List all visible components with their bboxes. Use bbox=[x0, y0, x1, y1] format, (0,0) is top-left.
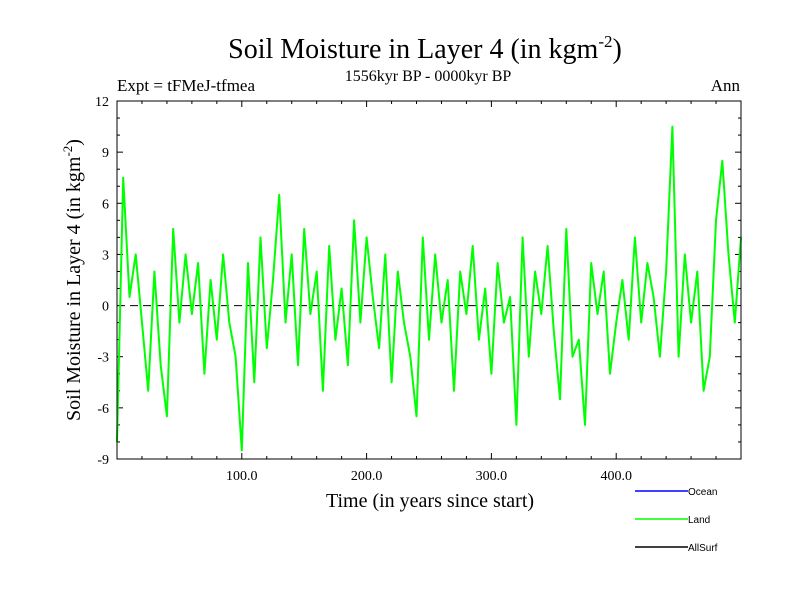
chart-title: Soil Moisture in Layer 4 (in kgm-2) bbox=[228, 32, 622, 65]
y-tick-label: -3 bbox=[97, 351, 109, 366]
x-tick-label: 400.0 bbox=[600, 469, 632, 484]
title-exponent: -2 bbox=[598, 32, 612, 51]
y-axis-label: Soil Moisture in Layer 4 (in kgm-2) bbox=[60, 139, 85, 421]
series-line-land bbox=[116, 125, 742, 452]
legend-label-land: Land bbox=[688, 515, 710, 526]
season-label: Ann bbox=[711, 76, 741, 95]
title-close: ) bbox=[613, 34, 622, 65]
y-tick-label: 9 bbox=[102, 146, 109, 161]
plot-frame bbox=[116, 100, 742, 460]
chart-subtitle: 1556kyr BP - 0000kyr BP bbox=[345, 68, 512, 85]
expt-label: Expt = tFMeJ-tfmea bbox=[117, 76, 255, 95]
ylabel-exponent: -2 bbox=[60, 146, 75, 157]
legend-label-allsurf: AllSurf bbox=[688, 543, 718, 554]
ylabel-close: ) bbox=[63, 139, 85, 146]
x-tick-label: 200.0 bbox=[351, 469, 383, 484]
y-tick-label: 6 bbox=[102, 197, 109, 212]
legend-label-ocean: Ocean bbox=[688, 487, 717, 498]
y-tick-label: 0 bbox=[102, 300, 109, 315]
y-tick-label: -6 bbox=[97, 402, 109, 417]
title-main: Soil Moisture in Layer 4 (in kgm bbox=[228, 34, 598, 65]
y-tick-label: -9 bbox=[97, 453, 109, 468]
y-tick-label: 12 bbox=[95, 95, 109, 110]
y-tick-label: 3 bbox=[102, 248, 109, 263]
x-tick-label: 300.0 bbox=[476, 469, 508, 484]
x-tick-label: 100.0 bbox=[226, 469, 258, 484]
plot-series bbox=[116, 125, 742, 452]
ylabel-main: Soil Moisture in Layer 4 (in kgm bbox=[63, 156, 85, 421]
legend: Ocean Land AllSurf bbox=[635, 487, 718, 554]
x-axis-label: Time (in years since start) bbox=[326, 490, 534, 512]
